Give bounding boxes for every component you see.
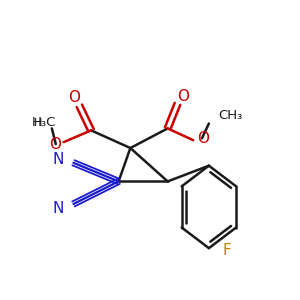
Text: CH₃: CH₃: [219, 109, 243, 122]
Text: H: H: [34, 118, 42, 128]
Text: O: O: [177, 88, 189, 104]
Text: O: O: [49, 136, 61, 152]
Text: N: N: [52, 152, 64, 167]
Text: H₃C: H₃C: [32, 116, 57, 129]
Text: O: O: [197, 131, 209, 146]
Text: O: O: [68, 91, 80, 106]
Text: F: F: [223, 243, 231, 258]
Text: N: N: [52, 201, 64, 216]
